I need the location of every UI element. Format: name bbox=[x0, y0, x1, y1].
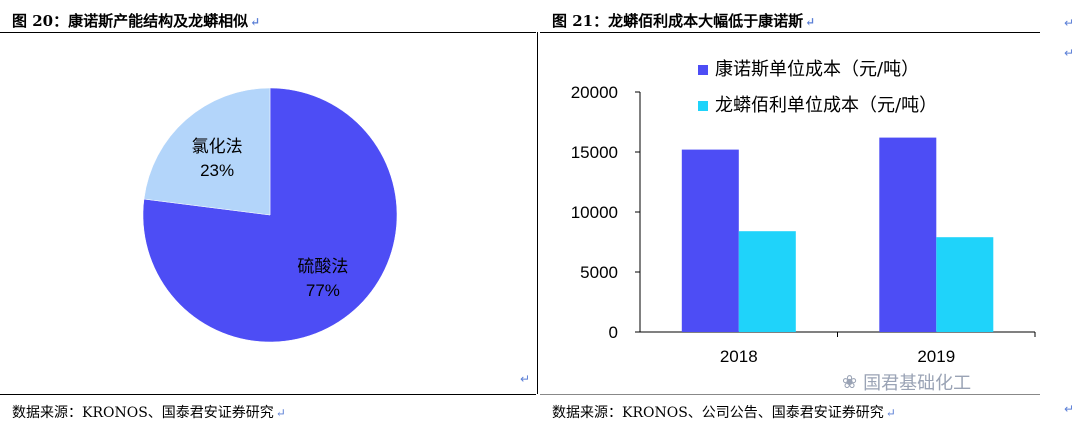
x-tick-label: 2018 bbox=[720, 347, 758, 366]
pie-slice-value: 77% bbox=[306, 281, 340, 300]
top-rule bbox=[540, 32, 1040, 33]
right-figure-panel: 图 21：龙蟒佰利成本大幅低于康诺斯 ↵ 0 5000 10000 15000 20000… bbox=[540, 0, 1080, 429]
pie-slice-label: 硫酸法 bbox=[297, 257, 348, 277]
wechat-icon: ❀ bbox=[842, 371, 858, 393]
bar bbox=[738, 231, 796, 332]
return-mark-icon: ↵ bbox=[1064, 402, 1075, 416]
wechat-watermark: ❀ 国君基础化工 bbox=[842, 369, 971, 395]
bottom-rule bbox=[540, 394, 1040, 395]
pie-slice-value: 23% bbox=[200, 161, 234, 180]
return-mark-icon: ↵ bbox=[885, 406, 896, 420]
legend-label: 龙蟒佰利单位成本（元/吨） bbox=[715, 95, 937, 116]
legend-swatch bbox=[698, 101, 708, 111]
pie-chart: 硫酸法 77% 氯化法 23% bbox=[142, 87, 398, 343]
legend-swatch bbox=[698, 65, 708, 75]
pie-slice bbox=[142, 87, 398, 343]
bar bbox=[936, 237, 994, 332]
pie-figure-title: 图 20：康诺斯产能结构及龙蟒相似 ↵ bbox=[12, 12, 261, 30]
left-figure-panel: 图 20：康诺斯产能结构及龙蟒相似 ↵ 硫酸法 77% 氯化法 23% ↵ 数据来源：K… bbox=[0, 0, 536, 429]
legend-label: 康诺斯单位成本（元/吨） bbox=[715, 59, 919, 80]
watermark-text: 国君基础化工 bbox=[863, 373, 972, 394]
panel-divider bbox=[537, 32, 538, 394]
return-mark-icon: ↵ bbox=[805, 15, 816, 29]
bar-source-note: 数据来源：KRONOS、公司公告、国泰君安证券研究 ↵ bbox=[552, 405, 896, 421]
return-mark-icon: ↵ bbox=[275, 406, 286, 420]
bar-figure-title: 图 21：龙蟒佰利成本大幅低于康诺斯 ↵ bbox=[552, 12, 816, 30]
pie-slice-label: 氯化法 bbox=[192, 137, 243, 157]
y-tick-label: 0 bbox=[609, 323, 618, 342]
x-tick-label: 2019 bbox=[917, 347, 955, 366]
bar bbox=[681, 149, 739, 332]
y-tick-label: 15000 bbox=[571, 143, 618, 162]
bar-chart: 0 5000 10000 15000 20000 2018 2019 康诺斯单位成本（元/吨）… bbox=[571, 59, 1036, 366]
top-rule bbox=[0, 32, 536, 33]
y-tick-label: 5000 bbox=[580, 263, 618, 282]
return-mark-icon: ↵ bbox=[520, 372, 531, 386]
y-tick-label: 10000 bbox=[571, 203, 618, 222]
return-mark-icon: ↵ bbox=[250, 15, 261, 29]
pie-slice bbox=[143, 87, 271, 216]
y-tick-label: 20000 bbox=[571, 83, 618, 102]
pie-source-note: 数据来源：KRONOS、国泰君安证券研究 ↵ bbox=[12, 405, 286, 421]
return-mark-icon: ↵ bbox=[1064, 16, 1075, 30]
return-mark-icon: ↵ bbox=[1064, 46, 1075, 60]
bottom-rule bbox=[0, 394, 536, 395]
bar bbox=[879, 137, 937, 332]
